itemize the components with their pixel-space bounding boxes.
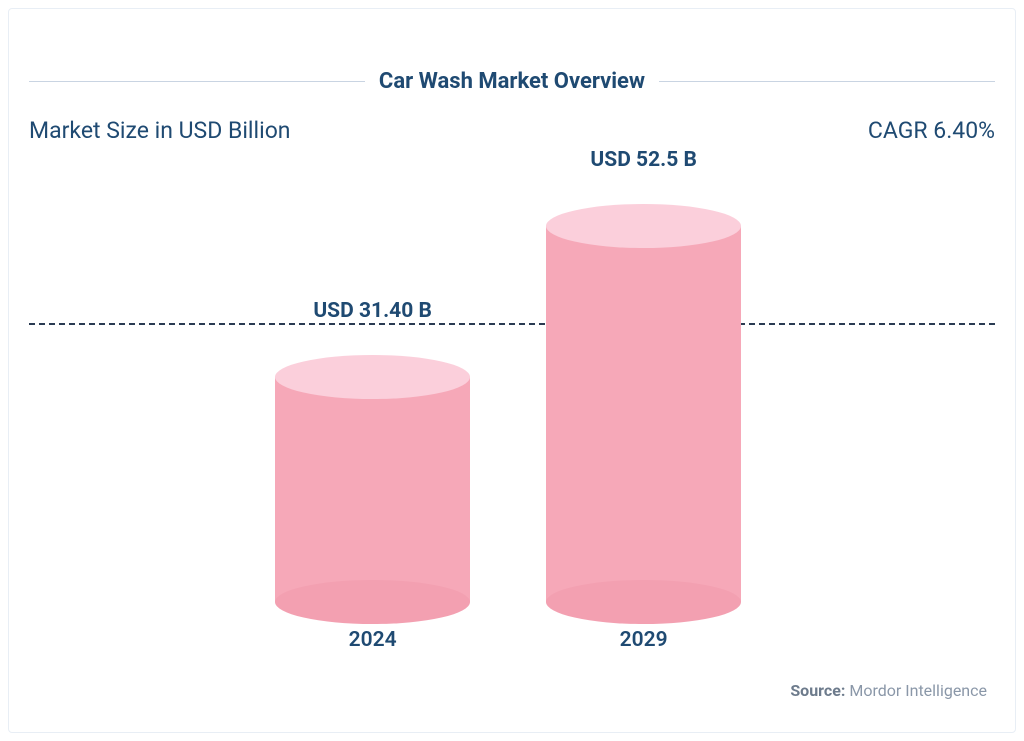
cylinder-column: USD 52.5 B (546, 204, 741, 602)
value-label: USD 31.40 B (275, 299, 470, 323)
title-rule-left (29, 81, 365, 82)
reference-dashed-line (29, 323, 995, 325)
source-label: Source: (790, 681, 845, 700)
cylinder-body (275, 377, 470, 602)
year-label: 2024 (275, 628, 470, 652)
title-rule-right (659, 81, 995, 82)
title-row: Car Wash Market Overview (29, 69, 995, 94)
subhead-row: Market Size in USD Billion CAGR 6.40% (29, 117, 995, 144)
cylinder-bottom-ellipse (275, 580, 470, 624)
source-name: Mordor Intelligence (849, 681, 987, 700)
cylinder-top-ellipse (546, 204, 741, 248)
cagr-label: CAGR 6.40% (868, 117, 995, 144)
cylinder-body (546, 226, 741, 602)
chart-frame: Car Wash Market Overview Market Size in … (8, 8, 1016, 733)
chart-plot-area: USD 31.40 B2024USD 52.5 B2029 (29, 149, 995, 632)
value-label: USD 52.5 B (546, 148, 741, 172)
y-axis-label: Market Size in USD Billion (29, 117, 291, 144)
cylinder-bottom-ellipse (546, 580, 741, 624)
chart-title: Car Wash Market Overview (365, 69, 659, 94)
cylinder-top-ellipse (275, 355, 470, 399)
cylinder-column: USD 31.40 B (275, 355, 470, 602)
source-attribution: Source: Mordor Intelligence (790, 681, 987, 700)
year-label: 2029 (546, 628, 741, 652)
